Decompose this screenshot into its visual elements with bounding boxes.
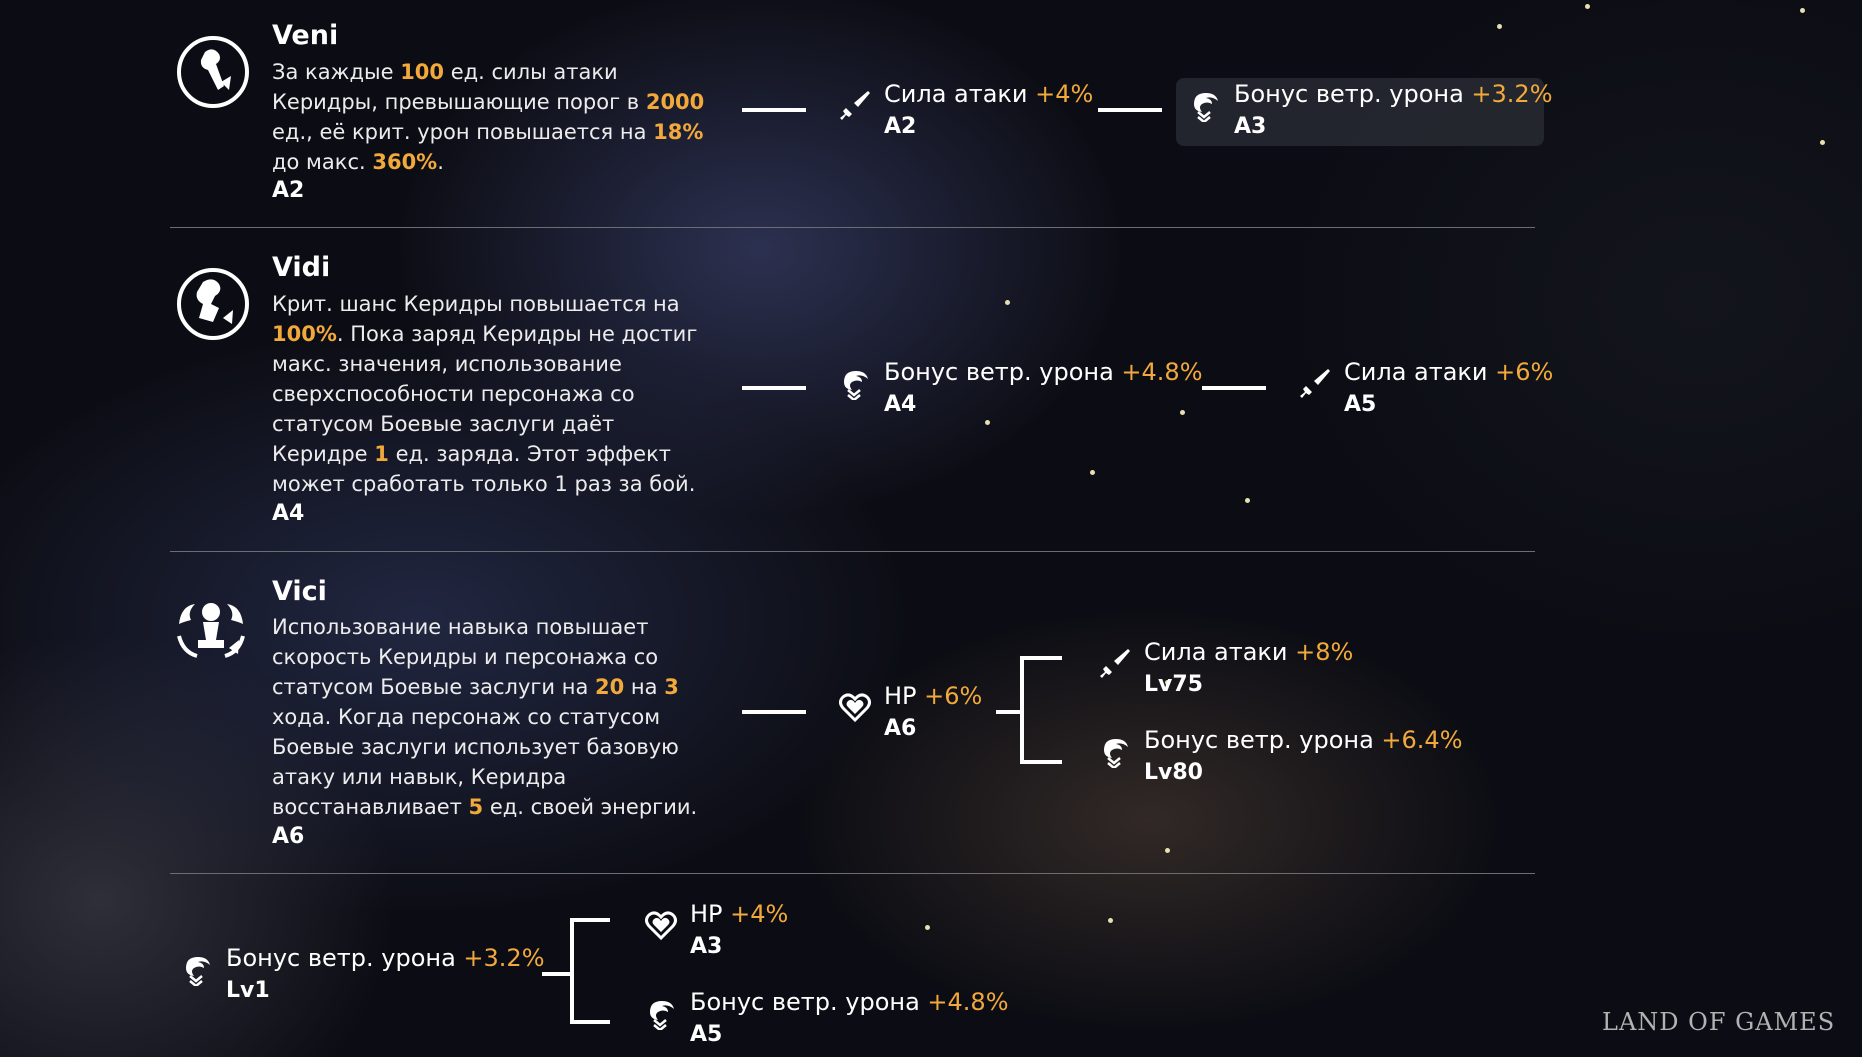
trace-vidi-icon	[177, 268, 249, 340]
trace-description: За каждые 100 ед. силы атаки Керидры, пр…	[272, 60, 705, 174]
watermark: LAND OF GAMES	[1602, 1008, 1836, 1036]
wind-icon	[844, 371, 868, 400]
row-divider	[170, 873, 1535, 874]
stat-level: A2	[884, 114, 917, 139]
stat-name: Бонус ветр. урона	[884, 358, 1114, 386]
stat-name: Сила атаки	[1144, 638, 1288, 666]
wind-icon	[186, 957, 210, 986]
trace-veni-icon	[177, 36, 249, 108]
trace-level: A4	[272, 501, 305, 526]
trace-level: A6	[272, 824, 305, 849]
stat-value: +4.8%	[1121, 358, 1203, 386]
stat-level: A4	[884, 392, 917, 417]
stat-value: +4%	[730, 900, 789, 928]
stat-level: A5	[1344, 392, 1377, 417]
connector-fork	[570, 918, 574, 1024]
stat-value: +3.2%	[463, 944, 545, 972]
stat-name: Бонус ветр. урона	[1144, 726, 1374, 754]
stat-level: A6	[884, 716, 917, 741]
trace-vici-icon	[177, 603, 245, 658]
trace-title: Vidi	[272, 252, 331, 283]
stat-level: Lv75	[1144, 672, 1203, 697]
trace-title: Veni	[272, 20, 339, 51]
sword-icon	[840, 91, 870, 120]
heart-icon	[839, 693, 871, 723]
connector-fork	[1020, 656, 1024, 764]
stat-name: Бонус ветр. урона	[1234, 80, 1464, 108]
row-divider	[170, 551, 1535, 552]
connector-line	[1202, 386, 1266, 390]
connector-line	[1020, 760, 1062, 764]
stat-node-selected-bg	[1176, 78, 1544, 146]
connector-line	[742, 386, 806, 390]
trace-title: Vici	[272, 576, 327, 607]
connector-line	[1020, 656, 1062, 660]
stat-level: A3	[690, 934, 723, 959]
stat-name: Бонус ветр. урона	[690, 988, 920, 1016]
stat-level: Lv1	[226, 978, 270, 1003]
stat-value: +4.8%	[927, 988, 1009, 1016]
trace-description: Крит. шанс Керидры повышается на 100%. П…	[272, 292, 698, 496]
sword-icon	[1100, 649, 1130, 678]
wind-icon	[650, 1001, 674, 1030]
stat-name: Бонус ветр. урона	[226, 944, 456, 972]
stat-value: +6%	[924, 682, 983, 710]
wind-icon	[1104, 739, 1128, 768]
stat-value: +6%	[1495, 358, 1554, 386]
stat-level: Lv80	[1144, 760, 1203, 785]
sword-icon	[1300, 369, 1330, 398]
stat-level: A5	[690, 1022, 723, 1047]
stat-value: +4%	[1035, 80, 1094, 108]
stat-name: Сила атаки	[1344, 358, 1488, 386]
row-divider	[170, 227, 1535, 228]
connector-line	[996, 710, 1022, 714]
stat-name: HP	[884, 682, 917, 710]
stat-value: +3.2%	[1471, 80, 1553, 108]
stat-value: +6.4%	[1381, 726, 1463, 754]
connector-line	[570, 918, 610, 922]
stat-name: Сила атаки	[884, 80, 1028, 108]
connector-line	[742, 108, 806, 112]
stat-level: A3	[1234, 114, 1267, 139]
connector-line	[742, 710, 806, 714]
connector-line	[1098, 108, 1162, 112]
connector-line	[542, 972, 572, 976]
stat-name: HP	[690, 900, 723, 928]
trace-description: Использование навыка повышает скорость К…	[272, 615, 698, 819]
wind-icon	[1194, 93, 1218, 122]
connector-line	[570, 1020, 610, 1024]
trace-level: A2	[272, 178, 305, 203]
heart-icon	[645, 911, 677, 941]
stat-value: +8%	[1295, 638, 1354, 666]
